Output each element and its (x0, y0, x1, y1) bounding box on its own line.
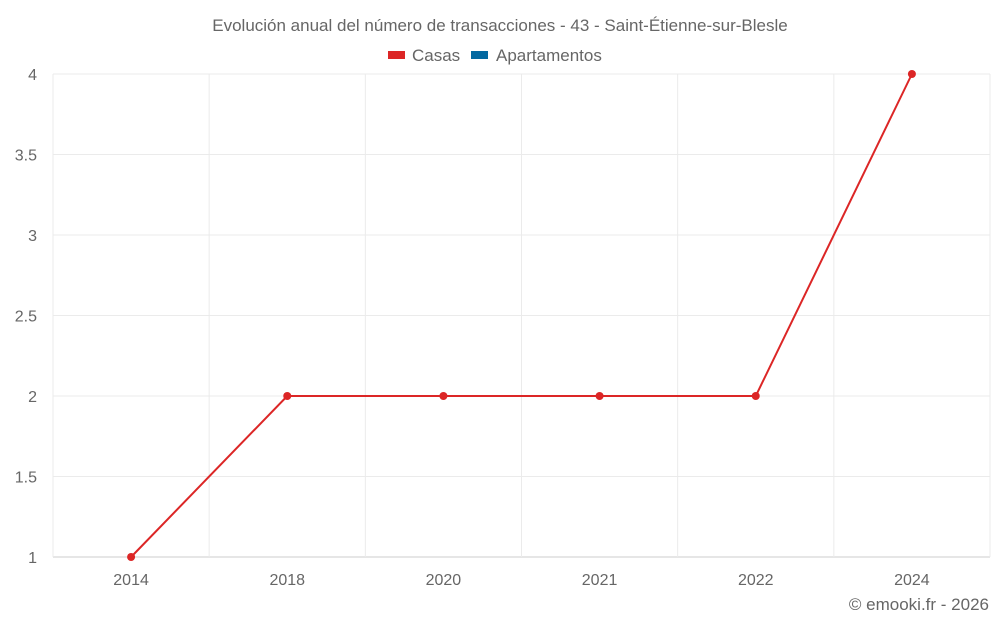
data-point[interactable] (439, 392, 448, 400)
x-tick-label: 2014 (113, 572, 149, 589)
y-tick-label: 2.5 (15, 309, 37, 326)
y-tick-label: 3 (28, 228, 37, 245)
y-tick-label: 1 (28, 550, 37, 567)
legend-swatch-apartamentos (471, 51, 488, 59)
legend-label-apartamentos[interactable]: Apartamentos (496, 46, 602, 65)
legend[interactable]: Casas Apartamentos (388, 46, 602, 65)
y-tick-label: 4 (28, 67, 37, 84)
x-tick-label: 2020 (426, 572, 462, 589)
credit[interactable]: © emooki.fr - 2026 (849, 595, 989, 614)
y-tick-label: 2 (28, 389, 37, 406)
legend-swatch-casas (388, 51, 405, 59)
data-point[interactable] (595, 392, 604, 400)
data-point[interactable] (751, 392, 760, 400)
x-tick-label: 2021 (582, 572, 618, 589)
data-point[interactable] (283, 392, 292, 400)
data-point[interactable] (907, 70, 916, 78)
chart-title: Evolución anual del número de transaccio… (212, 16, 787, 35)
x-tick-label: 2024 (894, 572, 930, 589)
data-point[interactable] (127, 553, 136, 561)
series-line-casas (130, 73, 913, 558)
x-tick-label: 2018 (269, 572, 305, 589)
y-tick-label: 3.5 (15, 148, 37, 165)
y-tick-label: 1.5 (15, 470, 37, 487)
x-tick-label: 2022 (738, 572, 774, 589)
legend-label-casas[interactable]: Casas (412, 46, 460, 65)
